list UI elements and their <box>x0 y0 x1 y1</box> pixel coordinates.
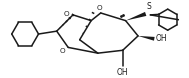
Polygon shape <box>126 12 146 21</box>
Text: O: O <box>64 11 69 17</box>
Text: OH: OH <box>155 34 167 43</box>
Text: OH: OH <box>117 67 129 77</box>
Text: S: S <box>147 2 151 11</box>
Polygon shape <box>138 36 155 41</box>
Text: O: O <box>97 5 103 11</box>
Text: O: O <box>60 48 65 54</box>
